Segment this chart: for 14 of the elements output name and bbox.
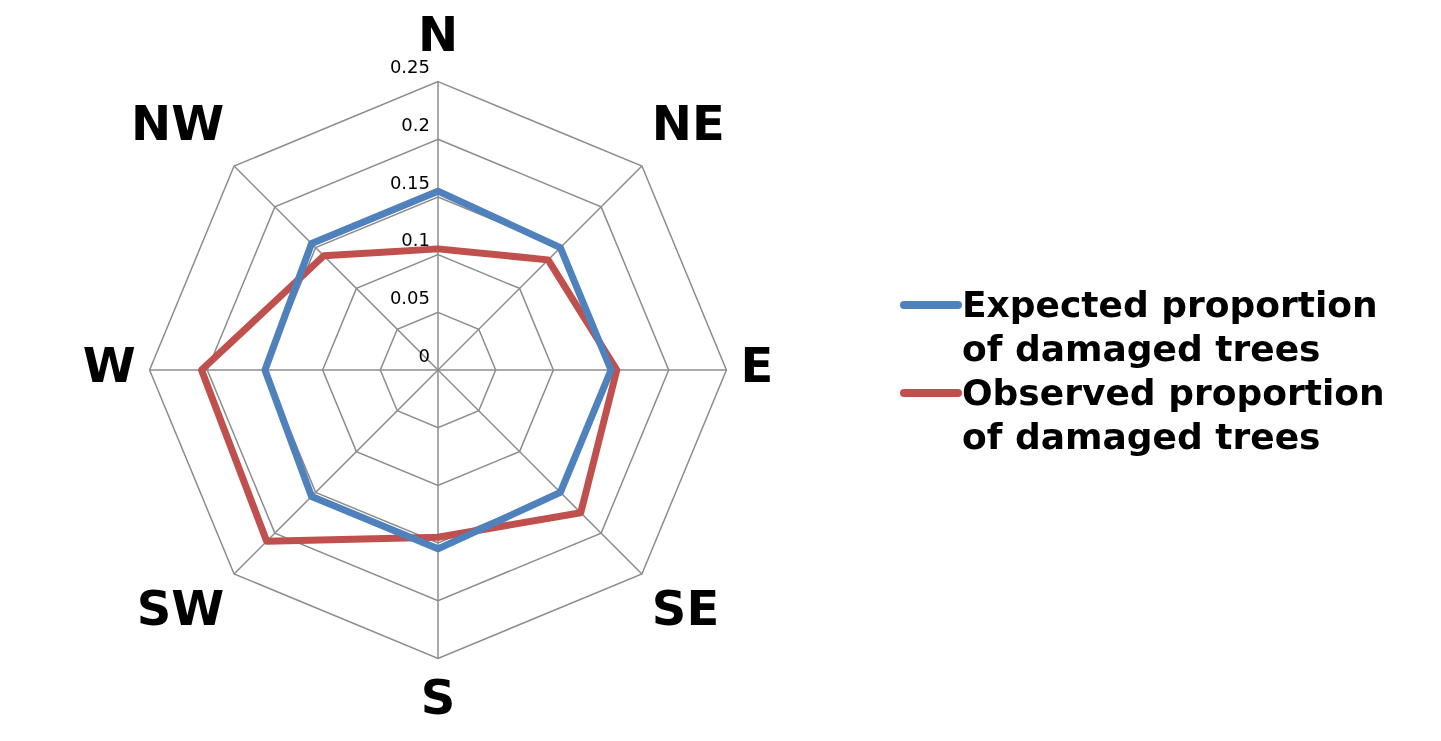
- y-tick-label: 0.05: [389, 286, 430, 308]
- y-tick-label: 0: [418, 344, 430, 366]
- y-tick-label: 0.15: [389, 171, 430, 193]
- legend-label: Expected proportion of damaged trees: [962, 282, 1379, 371]
- spoke-label: E: [740, 337, 774, 394]
- spoke-label: SW: [136, 580, 225, 637]
- legend-label: Observed proportion of damaged trees: [962, 370, 1386, 459]
- spoke-label: W: [82, 337, 136, 394]
- spoke-label: S: [420, 668, 456, 725]
- spoke-label: NW: [131, 94, 225, 151]
- spoke-label: SE: [651, 580, 720, 637]
- y-tick-label: 0.2: [401, 113, 430, 135]
- y-tick-label: 0.1: [401, 229, 430, 251]
- spoke-label: NE: [651, 94, 725, 151]
